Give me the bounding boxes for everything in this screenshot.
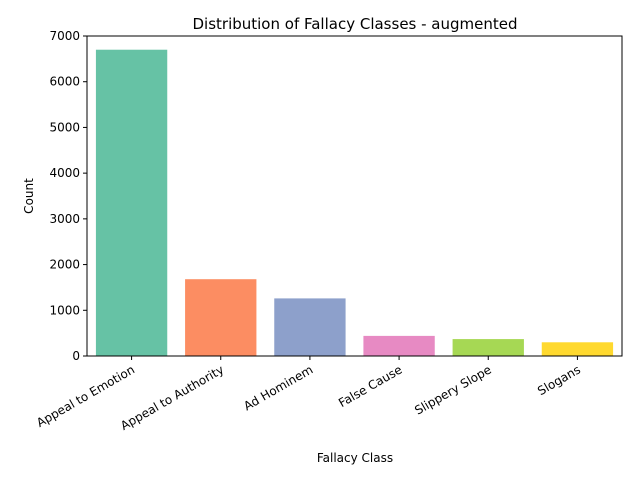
bar (185, 279, 257, 356)
x-tick-label: Slippery Slope (412, 362, 494, 417)
y-tick-label: 5000 (49, 120, 80, 134)
bar (95, 49, 168, 356)
y-axis-label: Count (22, 178, 36, 214)
y-tick-label: 3000 (49, 212, 80, 226)
bar (541, 342, 614, 356)
x-tick-label: Ad Hominem (241, 362, 315, 413)
bar (363, 335, 435, 356)
bars-group (95, 49, 614, 356)
y-axis: 0 1000 2000 3000 4000 5000 6000 7000 (49, 29, 87, 363)
y-tick-label: 2000 (49, 258, 80, 272)
plot-frame (86, 35, 623, 357)
bar (452, 339, 524, 356)
x-axis-label: Fallacy Class (317, 451, 393, 465)
y-tick-label: 4000 (49, 166, 80, 180)
x-tick-label: False Cause (336, 362, 404, 410)
y-tick-label: 1000 (49, 303, 80, 317)
y-tick-label: 7000 (49, 29, 80, 43)
y-tick-label: 0 (72, 349, 80, 363)
x-tick-label: Slogans (535, 362, 583, 398)
y-tick-label: 6000 (49, 75, 80, 89)
bar (274, 298, 346, 356)
chart-title: Distribution of Fallacy Classes - augmen… (192, 15, 517, 33)
